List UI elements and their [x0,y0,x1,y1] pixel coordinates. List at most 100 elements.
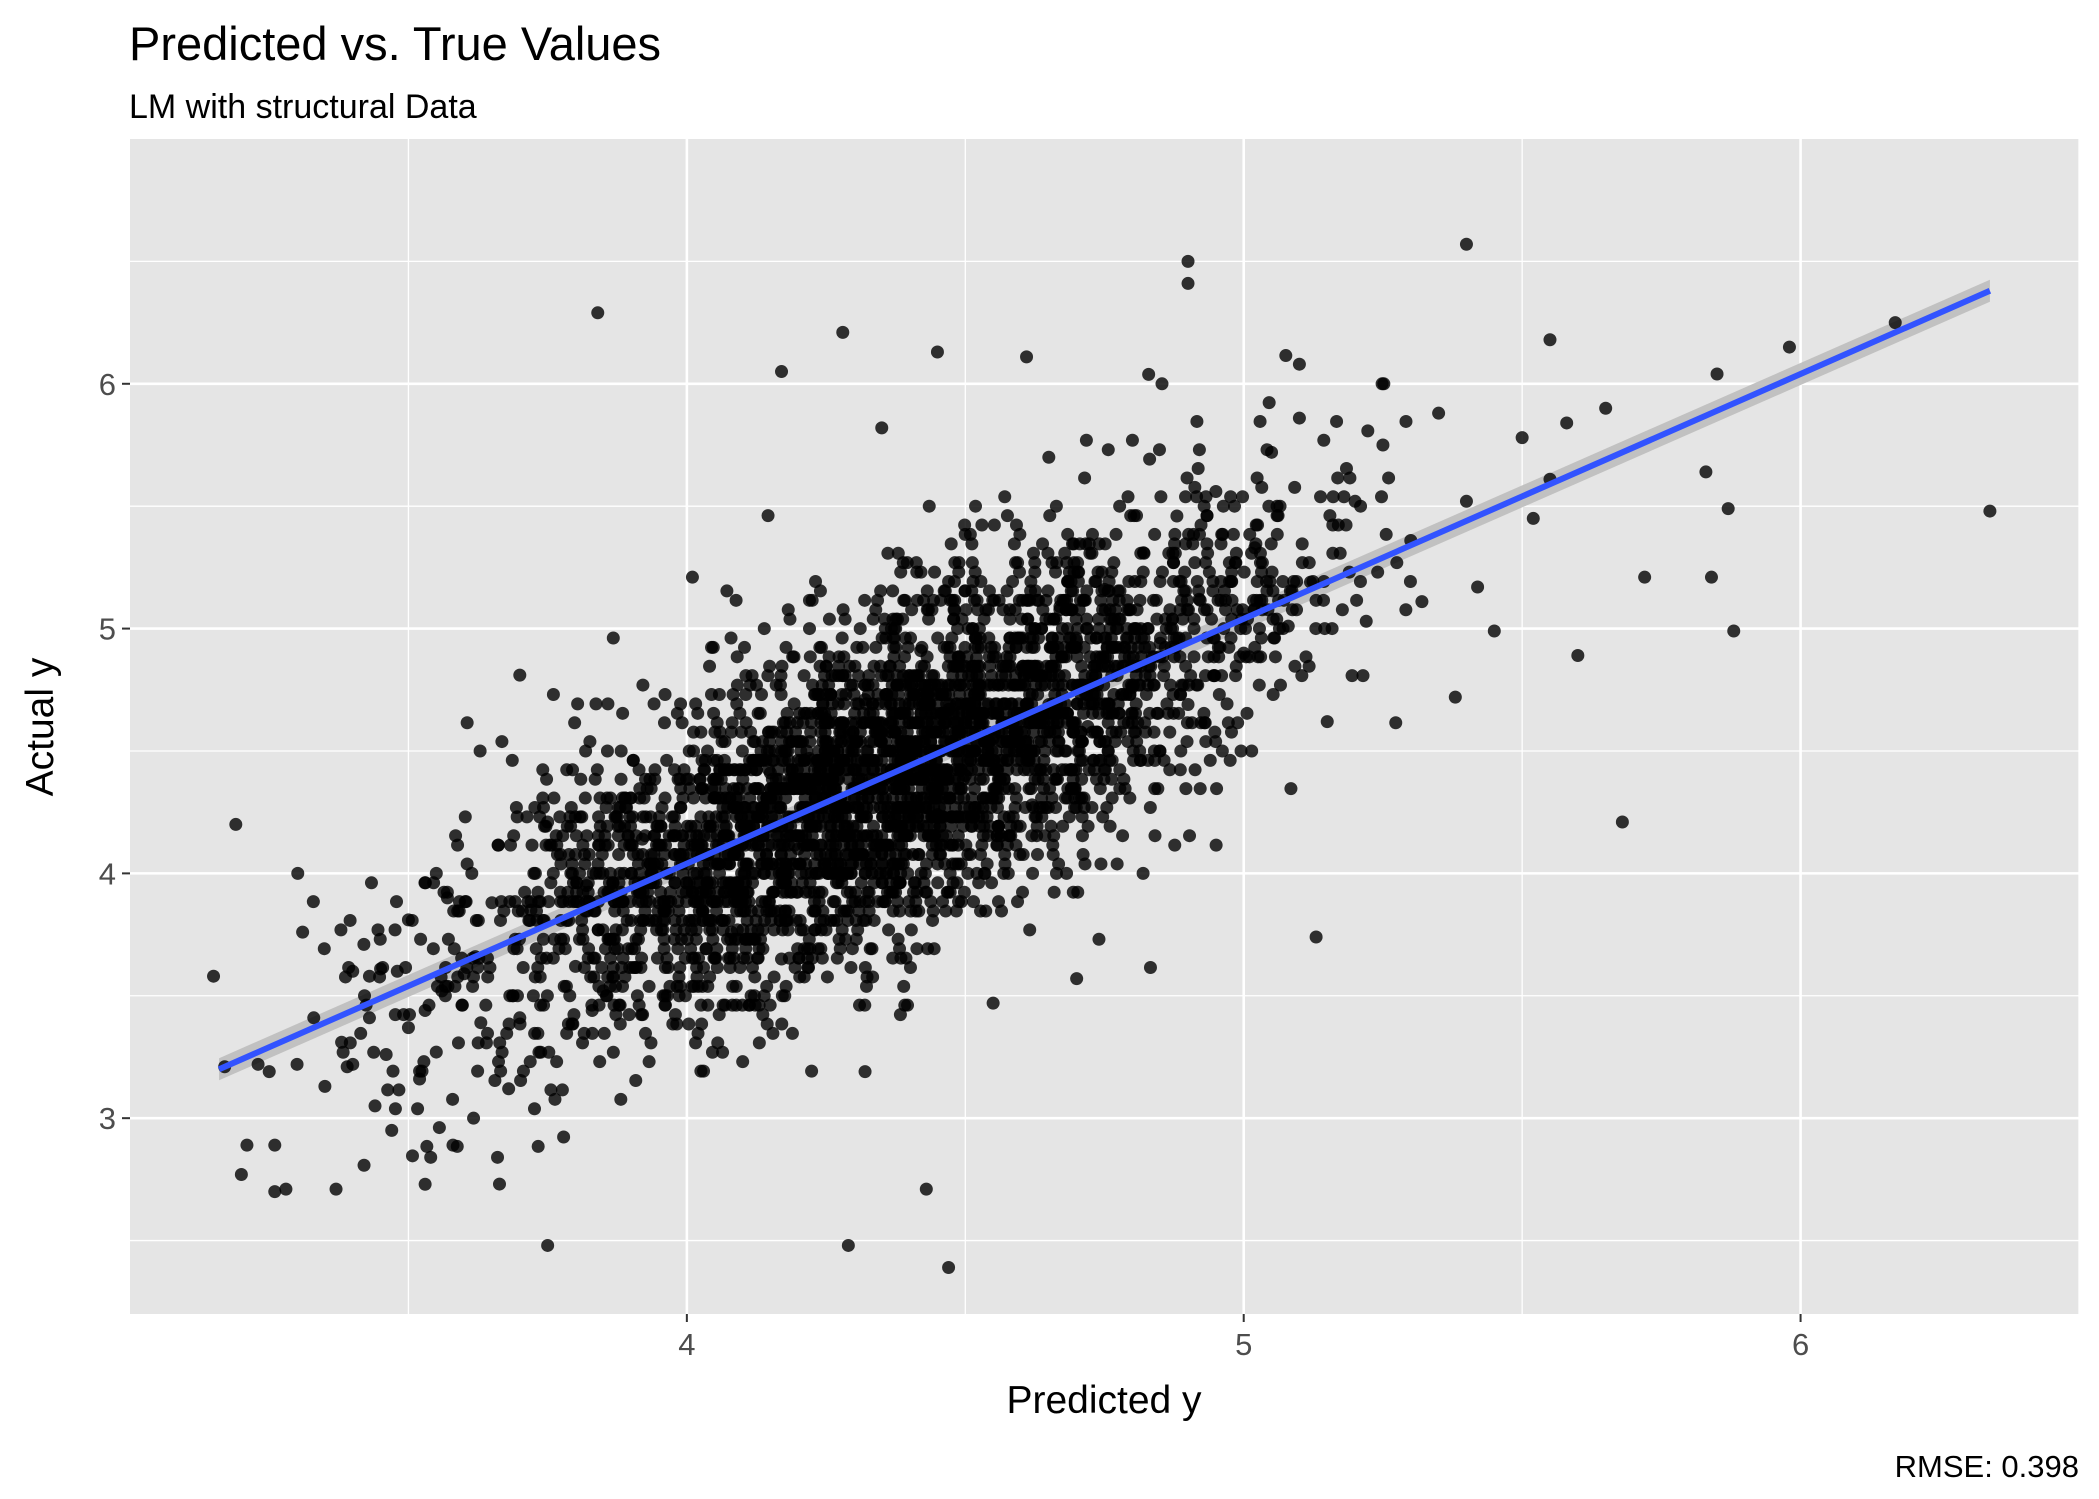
data-point [1100,800,1114,814]
data-point [340,1060,354,1074]
data-point [591,923,605,937]
data-point [1127,753,1141,767]
data-point [1237,565,1251,579]
data-point [446,1092,460,1106]
data-point [678,951,692,965]
data-point [414,932,428,946]
data-point [755,753,769,767]
data-point [755,810,769,824]
data-point [615,923,629,937]
data-point [910,593,924,607]
data-point [1031,716,1045,730]
data-point [1139,725,1153,739]
data-point [966,895,980,909]
data-point [491,1150,505,1164]
data-point [1131,640,1145,654]
data-point [1459,237,1473,251]
x-axis-ticks: 4 5 6 [678,1314,1809,1362]
data-point [934,838,948,852]
data-point [1046,848,1060,862]
data-point [896,669,910,683]
data-point [1266,687,1280,701]
data-point [751,951,765,965]
data-point [1038,829,1052,843]
data-point [757,622,771,636]
data-point [597,1026,611,1040]
data-point [399,961,413,975]
data-point [1216,499,1230,513]
data-point [578,791,592,805]
x-tick-label: 5 [1235,1327,1252,1362]
data-point [528,800,542,814]
data-point [986,593,1000,607]
data-point [935,810,949,824]
data-point [743,932,757,946]
data-point [1058,744,1072,758]
data-point [1085,546,1099,560]
data-point [553,885,567,899]
data-point [888,819,902,833]
data-point [1215,527,1229,541]
data-point [871,895,885,909]
data-point [1203,753,1217,767]
data-point [1179,490,1193,504]
data-point [1208,725,1222,739]
data-point [730,782,744,796]
data-point [685,570,699,584]
data-point [1024,782,1038,796]
data-point [1317,433,1331,447]
data-point [1197,499,1211,513]
data-point [1224,725,1238,739]
data-point [1389,716,1403,730]
data-point [495,735,509,749]
data-point [1053,603,1067,617]
data-point [774,800,788,814]
data-point [1270,509,1284,523]
data-point [723,791,737,805]
data-point [871,687,885,701]
data-point [522,913,536,927]
data-point [917,829,931,843]
data-point [613,1017,627,1031]
data-point [381,1083,395,1097]
data-point [1983,504,1997,518]
data-point [518,885,532,899]
data-point [971,763,985,777]
data-point [418,1177,432,1191]
data-point [727,763,741,777]
data-point [926,913,940,927]
data-point [985,876,999,890]
data-point [307,1011,321,1025]
data-point [1104,631,1118,645]
data-point [1515,431,1529,445]
data-point [835,876,849,890]
data-point [1176,612,1190,626]
data-point [1888,316,1902,330]
data-point [774,687,788,701]
data-point [802,961,816,975]
data-point [824,687,838,701]
y-tick-label: 3 [99,1101,116,1136]
data-point [574,772,588,786]
data-point [392,1083,406,1097]
data-point [1254,650,1268,664]
data-point [1076,848,1090,862]
data-point [700,876,714,890]
chart-subtitle: LM with structural Data [129,88,477,126]
data-point [725,716,739,730]
data-point [1112,706,1126,720]
data-point [910,791,924,805]
data-point [1113,782,1127,796]
data-point [901,735,915,749]
data-point [401,1021,415,1035]
data-point [1046,716,1060,730]
data-point [642,979,656,993]
data-point [707,706,721,720]
chart-title: Predicted vs. True Values [129,17,661,70]
data-point [885,885,899,899]
data-point [1181,603,1195,617]
data-point [1116,829,1130,843]
data-point [1012,735,1026,749]
data-point [708,782,722,796]
data-point [630,989,644,1003]
